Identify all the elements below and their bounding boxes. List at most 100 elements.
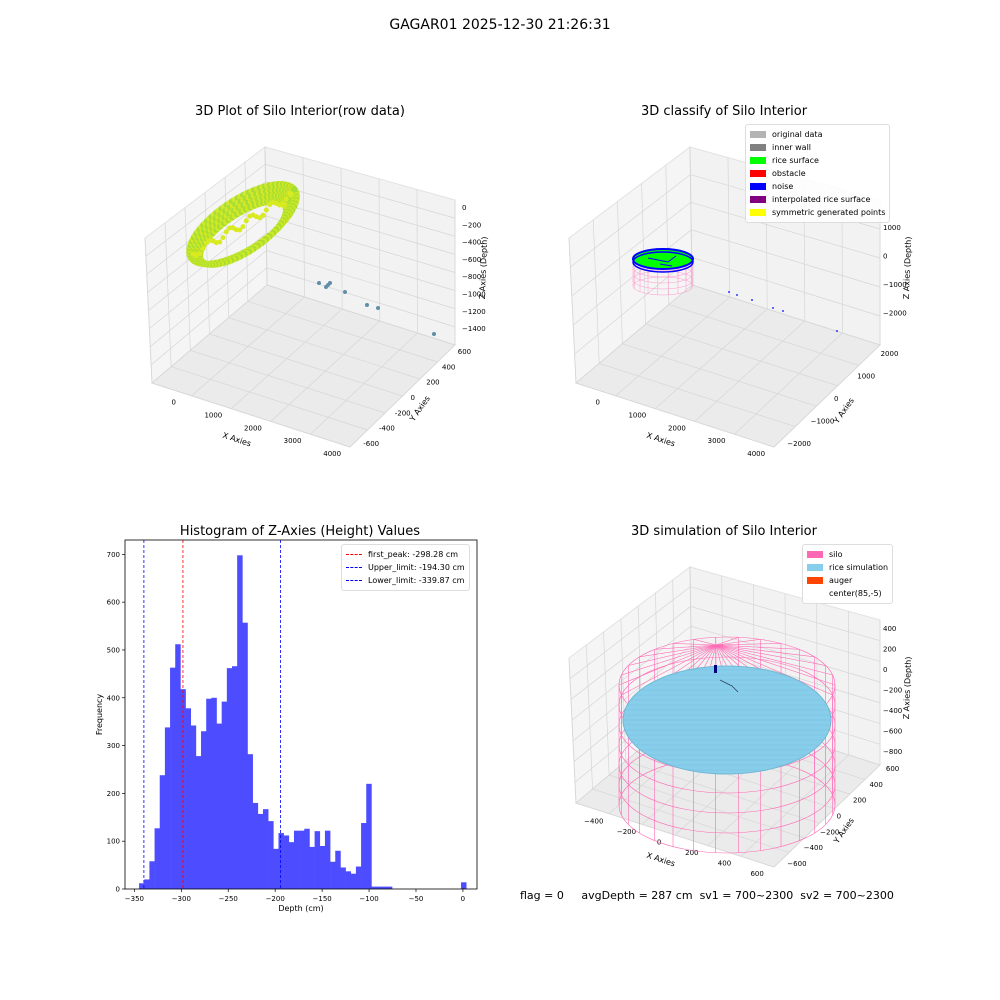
legend-item: auger xyxy=(807,574,888,587)
legend-swatch xyxy=(750,183,766,190)
legend-label: noise xyxy=(772,182,794,191)
p1-x-tick-label: 4000 xyxy=(323,450,341,458)
p2-gridline xyxy=(668,304,859,366)
p4-x-label: X Axies xyxy=(645,851,676,869)
noise-points xyxy=(647,255,677,267)
histogram-bars xyxy=(139,555,467,889)
histogram-bar xyxy=(211,697,217,889)
p2-x-tick-label: 4000 xyxy=(747,450,765,458)
p4-z-tick-label: −400 xyxy=(883,707,902,715)
legend-label: obstacle xyxy=(772,169,806,178)
x-tick-label: −300 xyxy=(172,895,191,903)
histogram-bar xyxy=(361,823,367,889)
p1-x-tick-label: 3000 xyxy=(284,437,302,445)
panel4-title: 3D simulation of Silo Interior xyxy=(631,524,817,539)
histogram-bar xyxy=(242,622,248,889)
histogram-bar xyxy=(175,644,181,889)
legend-line-swatch xyxy=(346,554,362,555)
ring-point xyxy=(223,229,229,235)
p4-gridline xyxy=(592,788,790,853)
p1-z-tick-label: −200 xyxy=(462,221,481,229)
noise-point xyxy=(751,299,753,301)
legend-item: noise xyxy=(750,180,885,193)
p1-gridline xyxy=(150,267,456,366)
histogram-frame xyxy=(124,539,478,890)
histogram-legend: first_peak: -298.28 cm Upper_limit: -194.… xyxy=(341,544,470,591)
histogram-bar xyxy=(355,866,362,889)
p1-gridline xyxy=(228,317,421,380)
noise-point xyxy=(728,291,730,293)
ring-point xyxy=(260,212,266,218)
noise-ring xyxy=(632,251,694,273)
histogram-bar xyxy=(273,848,279,889)
p1-y-tick-label: -600 xyxy=(363,440,379,448)
p4-z-tick-label: 0 xyxy=(883,666,887,674)
p1-gridline xyxy=(247,300,438,363)
p2-y-tick-label: 1000 xyxy=(857,373,875,381)
histogram-bar xyxy=(154,828,161,889)
legend-item: Upper_limit: -194.30 cm xyxy=(346,561,465,574)
histogram-bar xyxy=(252,802,259,889)
p4-x-tick-label: 400 xyxy=(718,860,731,868)
p2-z-tick-label: −1000 xyxy=(883,281,907,289)
p4-gridline xyxy=(570,606,881,700)
silo-roof-line xyxy=(693,639,717,646)
p1-z-tick-label: −1000 xyxy=(462,291,486,299)
silo-roof-line xyxy=(621,644,717,696)
legend-swatch xyxy=(750,170,766,177)
histogram-bar xyxy=(345,871,352,889)
p1-z-tick-label: −1200 xyxy=(462,308,486,316)
legend-swatch xyxy=(750,209,766,216)
histogram-bar xyxy=(314,831,321,889)
auger-path xyxy=(719,679,739,693)
p1-grid xyxy=(144,146,456,448)
silo-roof-line xyxy=(672,643,717,646)
histogram-bar xyxy=(293,830,300,889)
histogram-bar xyxy=(278,833,284,889)
p2-gridline xyxy=(568,237,577,384)
p4-z-label: Z Axies (Depth) xyxy=(902,656,913,719)
legend-item: original data xyxy=(750,128,885,141)
legend-swatch xyxy=(807,551,823,558)
sv1-text: sv1 = 700~2300 xyxy=(699,889,794,902)
p4-z-tick-label: −600 xyxy=(883,728,902,736)
p1-gridline xyxy=(150,250,456,348)
p2-gridline xyxy=(571,201,881,297)
ring-point xyxy=(197,251,203,257)
y-tick-label: 100 xyxy=(107,838,120,846)
legend-line-swatch xyxy=(346,580,362,581)
p4-y-tick-label: 0 xyxy=(837,812,841,820)
p2-z-label: Z Axies (Depth) xyxy=(902,236,913,299)
histogram-bar xyxy=(461,882,467,889)
panel1-title: 3D Plot of Silo Interior(row data) xyxy=(195,104,405,119)
histogram-bar xyxy=(335,850,341,889)
legend-item: Lower_limit: -339.87 cm xyxy=(346,574,465,587)
legend-label: rice surface xyxy=(772,156,819,165)
panel2-title: 3D classify of Silo Interior xyxy=(640,104,808,119)
histogram-bar xyxy=(221,701,228,889)
noise-point xyxy=(736,294,738,296)
histogram-bar xyxy=(170,667,176,889)
outlier-point xyxy=(328,281,332,285)
p2-gridline xyxy=(622,343,817,407)
p4-gridline xyxy=(572,645,881,742)
histogram-bar xyxy=(299,830,305,889)
p1-gridline xyxy=(209,333,403,397)
legend-label: silo xyxy=(829,550,843,559)
p2-gridline xyxy=(691,284,881,346)
p4-gridline xyxy=(625,760,820,824)
p4-gridline xyxy=(620,618,627,762)
p1-z-tick-label: −800 xyxy=(462,273,481,281)
y-tick-label: 0 xyxy=(116,886,120,894)
x-tick-label: 0 xyxy=(461,895,465,903)
p2-gridline xyxy=(645,323,838,387)
p1-y-tick-label: -200 xyxy=(395,409,411,417)
legend-label: interpolated rice surface xyxy=(772,195,871,204)
legend-item: inner wall xyxy=(750,141,885,154)
p2-gridline xyxy=(575,382,775,448)
histogram-bar xyxy=(381,886,388,889)
p4-y-tick-label: 200 xyxy=(853,797,866,805)
p4-z-tick-label: 400 xyxy=(883,625,896,633)
